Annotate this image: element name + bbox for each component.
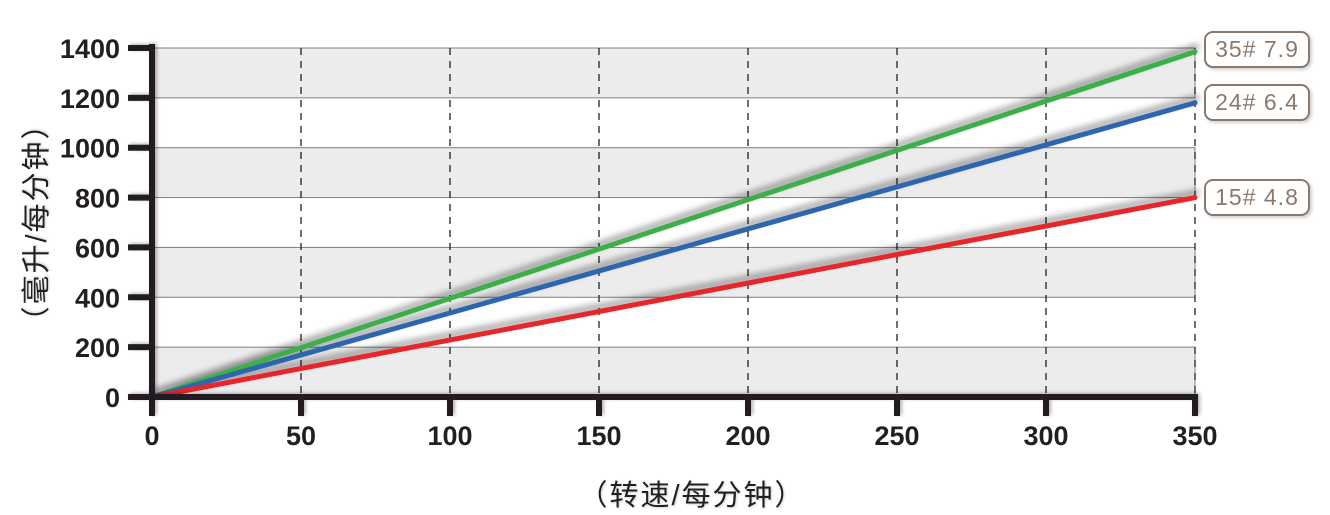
x-tick-label: 150 xyxy=(576,421,621,451)
y-tick-label: 1400 xyxy=(60,34,120,64)
y-tick-label: 400 xyxy=(75,283,120,313)
y-tick-label: 1000 xyxy=(60,134,120,164)
x-tick-label: 100 xyxy=(427,421,472,451)
grid-band xyxy=(151,47,1196,99)
series-label-24: 24# 6.4 xyxy=(1204,84,1310,121)
grid-band xyxy=(151,346,1196,398)
series-line-24 xyxy=(149,100,1198,400)
x-tick-label: 0 xyxy=(144,421,159,451)
x-tick-label: 250 xyxy=(874,421,919,451)
x-axis-label: （转速/每分钟） xyxy=(578,480,806,512)
x-tick-label: 300 xyxy=(1023,421,1068,451)
vertical-gridlines xyxy=(300,48,1196,397)
grid-band xyxy=(151,246,1196,298)
background-bands xyxy=(151,47,1196,398)
series-label-15: 15# 4.8 xyxy=(1204,179,1310,216)
x-tick-label: 50 xyxy=(286,421,316,451)
y-tick-label: 800 xyxy=(75,184,120,214)
y-tick-label: 600 xyxy=(75,233,120,263)
tick-labels: 0 200 400 600 800 1000 1200 1400 0 50 100 150 200 250… xyxy=(60,34,1218,451)
y-tick-label: 1200 xyxy=(60,84,120,114)
y-tick-label: 200 xyxy=(75,333,120,363)
grid-band xyxy=(151,147,1196,199)
y-tick-label: 0 xyxy=(105,383,120,413)
series-label-35: 35# 7.9 xyxy=(1204,31,1310,68)
series-line-35 xyxy=(149,49,1198,400)
series-lines xyxy=(149,49,1198,400)
x-tick-label: 350 xyxy=(1172,421,1217,451)
y-axis-label: （毫升/每分钟） xyxy=(21,108,53,336)
x-tick-label: 200 xyxy=(725,421,770,451)
series-line-15 xyxy=(149,195,1198,400)
axes xyxy=(128,44,1198,416)
